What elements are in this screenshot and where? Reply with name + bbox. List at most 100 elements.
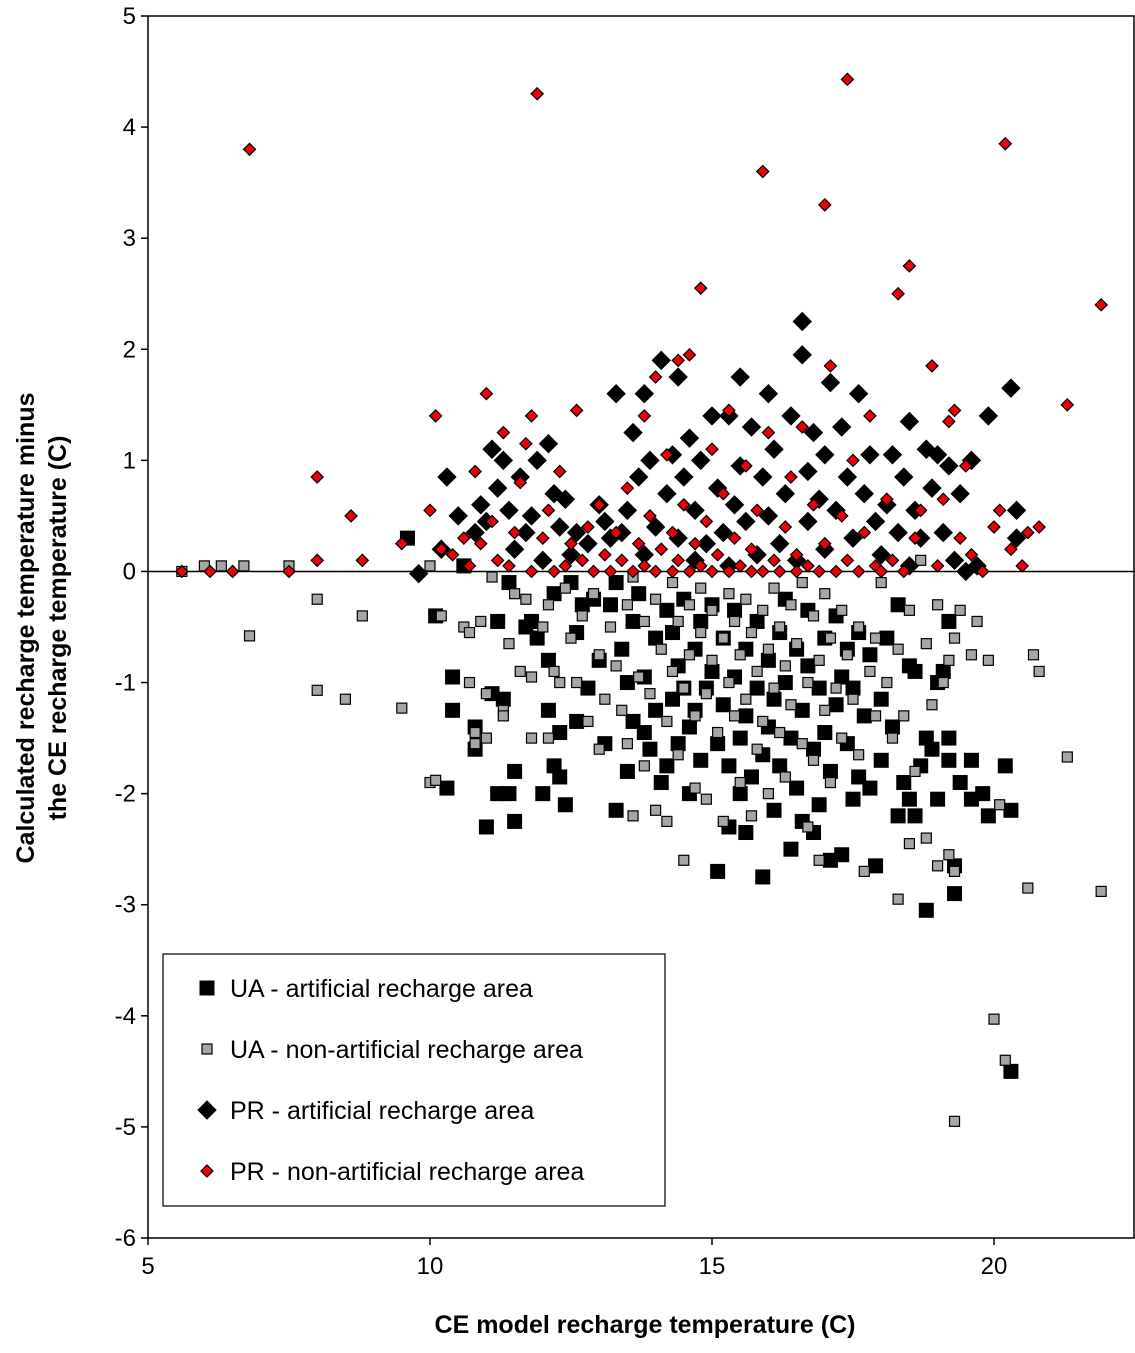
- data-point: [896, 775, 912, 791]
- data-point: [999, 1054, 1011, 1066]
- data-point: [587, 588, 600, 600]
- data-point: [963, 752, 979, 768]
- data-point: [602, 597, 618, 613]
- data-point: [1032, 520, 1046, 534]
- data-point: [982, 654, 994, 666]
- data-point: [723, 588, 735, 600]
- data-point: [242, 142, 257, 157]
- data-point: [882, 445, 903, 465]
- data-point: [642, 741, 658, 757]
- data-point: [199, 980, 215, 996]
- data-point: [501, 575, 517, 591]
- data-point: [927, 445, 948, 465]
- data-point: [853, 749, 865, 761]
- data-point: [513, 475, 528, 490]
- data-point: [898, 710, 910, 722]
- data-point: [706, 604, 718, 616]
- data-point: [683, 599, 696, 611]
- data-point: [487, 478, 508, 498]
- data-point: [507, 763, 523, 779]
- data-point: [941, 752, 957, 768]
- data-point: [654, 542, 669, 557]
- data-point: [653, 775, 669, 791]
- data-point: [621, 738, 634, 750]
- data-point: [873, 691, 889, 707]
- data-point: [874, 564, 889, 579]
- data-point: [750, 503, 764, 518]
- y-tick-label: -2: [115, 781, 136, 808]
- data-point: [580, 680, 596, 696]
- data-point: [569, 403, 584, 418]
- data-point: [689, 710, 701, 722]
- data-point: [637, 559, 652, 573]
- data-point: [619, 763, 635, 779]
- data-point: [552, 725, 568, 741]
- data-point: [535, 531, 550, 545]
- data-point: [623, 422, 643, 443]
- data-point: [533, 550, 553, 571]
- data-point: [862, 647, 878, 663]
- data-point: [740, 593, 752, 605]
- data-point: [925, 359, 939, 373]
- x-tick-label: 15: [699, 1253, 726, 1280]
- plot-area-border: [147, 15, 1135, 1239]
- data-point: [540, 702, 556, 718]
- data-point: [504, 539, 525, 559]
- data-point: [978, 406, 999, 426]
- data-point: [693, 281, 708, 296]
- data-point: [762, 788, 775, 800]
- data-point: [713, 522, 733, 543]
- y-tick-label: 5: [123, 3, 136, 30]
- data-point: [695, 582, 707, 594]
- data-point: [879, 492, 894, 507]
- data-point: [569, 713, 585, 729]
- data-point: [344, 509, 358, 523]
- data-point: [609, 525, 623, 540]
- data-point: [672, 615, 684, 628]
- data-point: [845, 680, 861, 696]
- data-point: [943, 849, 955, 861]
- data-point: [548, 665, 560, 678]
- data-point: [671, 553, 686, 568]
- data-points: [174, 72, 1109, 1127]
- data-point: [994, 799, 1006, 811]
- data-point: [638, 615, 650, 628]
- data-point: [595, 511, 615, 532]
- data-point: [975, 786, 991, 802]
- data-point: [559, 582, 571, 594]
- data-point: [649, 593, 662, 605]
- legend-item-3: PR - artificial recharge area: [197, 1097, 534, 1125]
- data-point: [846, 453, 860, 468]
- data-point: [225, 564, 240, 579]
- data-point: [802, 821, 814, 833]
- data-point: [785, 599, 797, 611]
- data-point: [798, 461, 818, 482]
- data-point: [824, 632, 837, 644]
- data-point: [869, 632, 882, 644]
- data-point: [547, 564, 561, 579]
- data-point: [899, 411, 920, 432]
- data-point: [924, 741, 940, 757]
- data-point: [603, 564, 618, 579]
- data-point: [865, 511, 886, 532]
- data-point: [772, 564, 787, 579]
- data-point: [586, 564, 601, 579]
- data-point: [597, 547, 612, 562]
- data-point: [954, 604, 966, 616]
- data-point: [738, 459, 753, 473]
- data-point: [519, 436, 533, 451]
- data-point: [789, 780, 805, 796]
- data-point: [722, 564, 736, 579]
- x-tick-label: 10: [417, 1253, 444, 1280]
- data-point: [727, 602, 743, 618]
- data-point: [836, 732, 848, 744]
- data-point: [482, 439, 502, 459]
- data-point: [997, 758, 1013, 774]
- data-point: [944, 550, 965, 571]
- data-point: [943, 654, 955, 666]
- data-point: [502, 559, 516, 573]
- data-point: [772, 758, 788, 774]
- data-point: [860, 445, 880, 465]
